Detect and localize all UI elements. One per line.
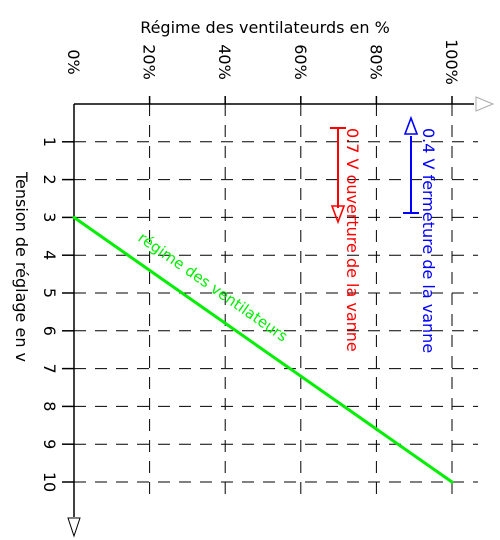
y-axis-arrow-icon bbox=[67, 517, 81, 538]
opening-arrow-head-icon bbox=[330, 205, 346, 225]
annotations: 0.7 V ouverture de la vanne 0.4 V fermet… bbox=[330, 115, 438, 353]
series-label: régime des ventilateurs bbox=[135, 229, 292, 346]
annotation-closing-arrow bbox=[403, 115, 419, 214]
chart-title: Régime des ventilateurds en % bbox=[140, 18, 390, 37]
grid-lines bbox=[74, 104, 478, 500]
x-tick-label: 80% bbox=[366, 44, 385, 80]
series-point bbox=[450, 480, 454, 484]
series-point bbox=[72, 215, 76, 219]
x-tick-label: 60% bbox=[291, 44, 310, 80]
annotation-opening-arrow bbox=[330, 127, 346, 225]
series-line bbox=[73, 216, 453, 484]
x-tick-label: 100% bbox=[442, 39, 461, 85]
y-tick-label: 4 bbox=[40, 250, 59, 260]
x-tick-label: 40% bbox=[215, 44, 234, 80]
y-axis-title: Tension de réglage en v bbox=[12, 171, 31, 362]
y-tick-label: 10 bbox=[40, 472, 59, 492]
tick-labels: 0% 20% 40% 60% 80% 100% 1 2 3 4 5 6 7 8 9 10 bbox=[40, 39, 461, 492]
closing-arrow-head-icon bbox=[403, 115, 419, 135]
y-tick-label: 3 bbox=[40, 212, 59, 222]
x-tick-label: 20% bbox=[140, 44, 159, 80]
y-tick-label: 9 bbox=[40, 439, 59, 449]
axes bbox=[67, 96, 495, 538]
annotation-opening-text: 0.7 V ouverture de la vanne bbox=[343, 128, 362, 352]
x-axis-arrow-icon bbox=[475, 96, 495, 112]
y-tick-label: 5 bbox=[40, 288, 59, 298]
x-tick-label: 0% bbox=[64, 49, 83, 74]
annotation-closing-text: 0.4 V fermeture de la vanne bbox=[419, 128, 438, 353]
y-tick-label: 7 bbox=[40, 364, 59, 374]
series: régime des ventilateurs bbox=[72, 215, 454, 484]
y-tick-label: 8 bbox=[40, 401, 59, 411]
y-tick-label: 6 bbox=[40, 326, 59, 336]
tick-marks bbox=[62, 96, 453, 483]
y-tick-label: 1 bbox=[40, 137, 59, 147]
y-tick-label: 2 bbox=[40, 175, 59, 185]
